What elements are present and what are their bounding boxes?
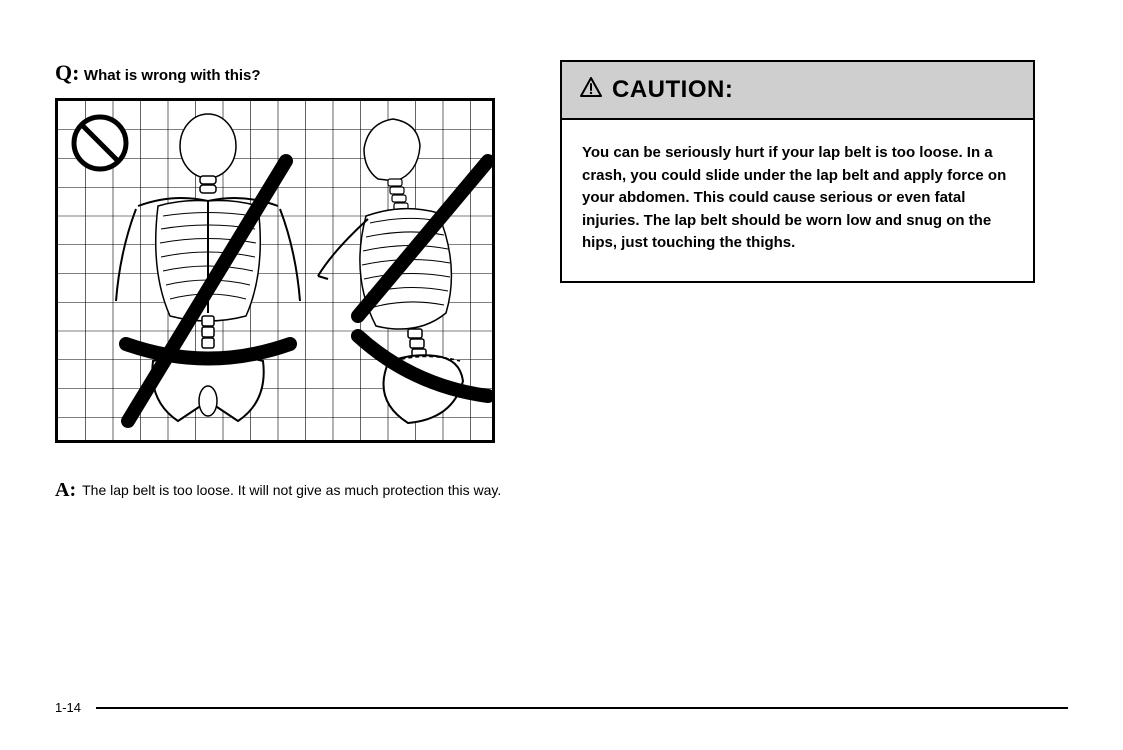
caution-title: CAUTION:	[612, 76, 733, 104]
question-line: Q: What is wrong with this?	[55, 60, 510, 86]
caution-body: You can be seriously hurt if your lap be…	[562, 118, 1033, 281]
manual-page: Q: What is wrong with this?	[0, 0, 1123, 750]
prohibition-icon	[74, 117, 126, 169]
illustration-box	[55, 98, 495, 443]
answer-block: A: The lap belt is too loose. It will no…	[55, 478, 510, 502]
right-column: CAUTION: You can be seriously hurt if yo…	[560, 60, 1035, 502]
caution-header: CAUTION:	[562, 62, 1033, 118]
two-column-layout: Q: What is wrong with this?	[55, 60, 1068, 502]
page-number: 1-14	[55, 700, 81, 715]
answer-text: The lap belt is too loose. It will not g…	[82, 478, 501, 502]
page-footer: 1-14	[55, 700, 1068, 715]
answer-prefix: A:	[55, 478, 76, 502]
footer-rule	[96, 707, 1068, 709]
left-column: Q: What is wrong with this?	[55, 60, 510, 502]
caution-box: CAUTION: You can be seriously hurt if yo…	[560, 60, 1035, 283]
warning-triangle-icon	[580, 77, 602, 97]
question-prefix: Q:	[55, 60, 79, 85]
skeleton-seatbelt-illustration	[58, 101, 495, 443]
skeleton-front	[116, 114, 300, 421]
question-text: What is wrong with this?	[84, 67, 261, 84]
